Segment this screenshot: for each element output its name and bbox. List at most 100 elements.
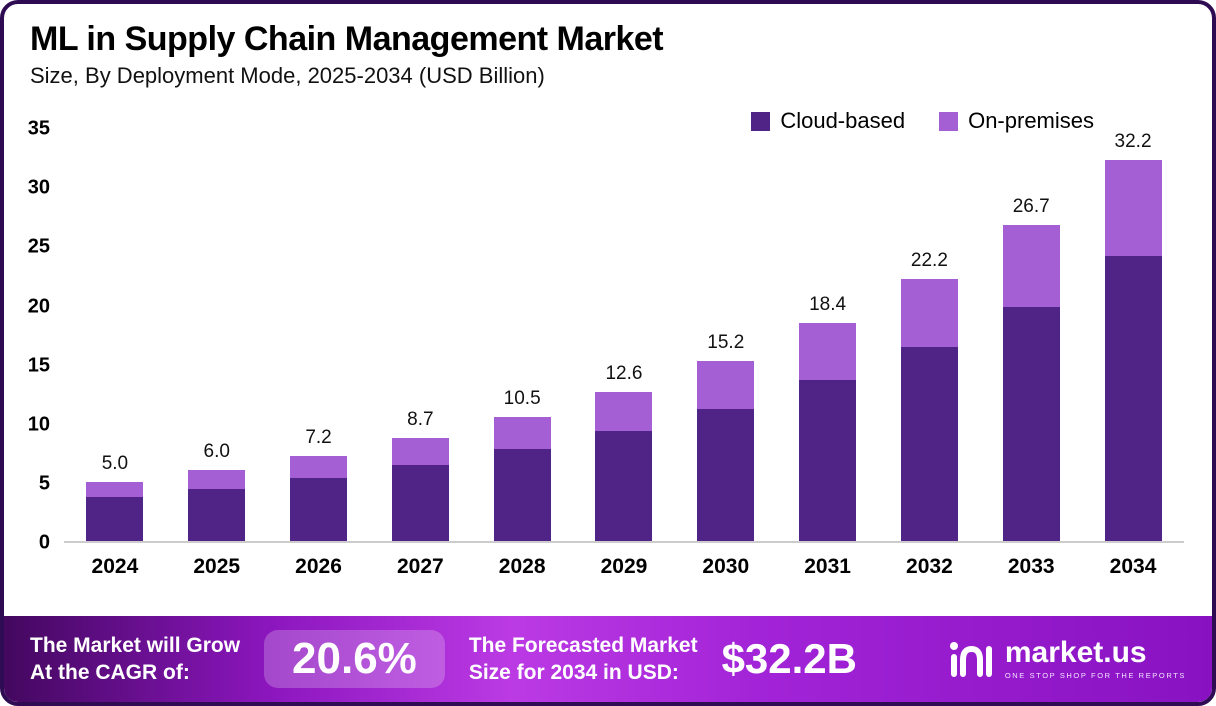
chart-header: ML in Supply Chain Management Market Siz… (4, 4, 1212, 89)
bar-total-label: 6.0 (203, 441, 230, 463)
stacked-bar (188, 470, 246, 542)
bar-segment-cloud-based (86, 497, 144, 542)
bar-total-label: 7.2 (305, 426, 332, 448)
stacked-bar (1002, 225, 1060, 542)
legend-label-on-premises: On-premises (968, 108, 1094, 133)
y-tick-label: 25 (27, 235, 50, 258)
stacked-bar (391, 438, 449, 542)
stacked-bar (290, 455, 348, 542)
bar-total-label: 15.2 (707, 332, 745, 354)
bar-total-label: 12.6 (605, 363, 643, 385)
bar-segment-on-premises (391, 438, 449, 466)
bar-column: 10.5 (471, 387, 573, 542)
stacked-bar (86, 481, 144, 542)
bar-segment-cloud-based (595, 431, 653, 542)
bar-segment-on-premises (595, 392, 653, 432)
x-tick-label: 2029 (600, 555, 648, 579)
brand-logo: market.us One Stop Shop for the Reports (947, 638, 1186, 680)
y-tick-label: 10 (27, 413, 50, 436)
bar-segment-on-premises (188, 470, 246, 490)
bar-total-label: 5.0 (101, 452, 129, 474)
y-tick-label: 20 (27, 295, 50, 318)
bar-column: 32.2 (1082, 131, 1184, 542)
forecast-label: The Forecasted Market Size for 2034 in U… (469, 632, 698, 687)
bar-segment-cloud-based (799, 380, 857, 542)
forecast-label-line2: Size for 2034 in USD: (468, 661, 679, 684)
stacked-bar (595, 392, 653, 542)
bar-total-label: 18.4 (809, 294, 847, 316)
bar-segment-cloud-based (1002, 306, 1060, 542)
stacked-bar (799, 323, 857, 542)
y-tick-label: 15 (27, 354, 50, 377)
bar-total-label: 32.2 (1114, 131, 1152, 153)
cagr-value: 20.6% (264, 630, 445, 688)
x-tick-label: 2032 (906, 555, 953, 579)
x-tick-label: 2034 (1109, 555, 1157, 579)
x-tick-label: 2025 (193, 555, 241, 579)
bar-column: 7.2 (268, 426, 370, 542)
y-tick-label: 0 (38, 531, 50, 554)
forecast-label-line1: The Forecasted Market (468, 633, 698, 657)
legend-swatch-on-premises (939, 111, 959, 131)
bar-total-label: 22.2 (910, 249, 948, 271)
bar-column: 15.2 (675, 332, 777, 542)
bar-total-label: 8.7 (407, 409, 434, 431)
bar-column: 22.2 (879, 250, 981, 542)
bar-segment-on-premises (1104, 160, 1162, 257)
legend-swatch-cloud-based (751, 111, 771, 131)
bar-segment-cloud-based (391, 465, 449, 542)
brand-text: market.us One Stop Shop for the Reports (1005, 638, 1186, 680)
bar-segment-cloud-based (1104, 256, 1162, 542)
forecast-value: $32.2B (721, 635, 857, 682)
bar-column: 8.7 (369, 409, 471, 542)
brand-tagline: One Stop Shop for the Reports (1004, 671, 1186, 681)
market-us-logo-icon (949, 642, 992, 677)
chart-title: ML in Supply Chain Management Market (30, 20, 664, 58)
bar-column: 26.7 (980, 196, 1082, 542)
brand-name: market.us (1004, 636, 1147, 670)
cagr-label-line1: The Market will Grow (30, 633, 241, 657)
plot-area: 5.0 6.0 7.2 8.7 10.5 12.6 15.2 18.4 22.2 26.7 32.2 (64, 129, 1184, 544)
bar-segment-on-premises (290, 455, 348, 479)
stacked-bar (697, 361, 755, 542)
bar-segment-on-premises (697, 361, 755, 409)
y-tick-label: 5 (38, 472, 50, 495)
chart-subtitle: Size, By Deployment Mode, 2025-2034 (USD… (30, 63, 545, 89)
bar-segment-cloud-based (697, 408, 755, 542)
bar-segment-on-premises (799, 323, 857, 381)
bar-segment-cloud-based (188, 489, 246, 542)
bar-segment-cloud-based (290, 478, 348, 542)
x-tick-label: 2028 (498, 555, 546, 579)
bar-segment-on-premises (86, 481, 144, 498)
chart-body: 0 5 10 15 20 25 30 35 5.0 6.0 7.2 8.7 10.5 12.6 15.2 1… (4, 118, 1212, 554)
legend-item-on-premises: On-premises (939, 108, 1094, 134)
x-axis: 2024 2025 2026 2027 2028 2029 2030 2031 2032 2033… (64, 555, 1184, 579)
x-tick-label: 2033 (1007, 555, 1055, 579)
stacked-bar (900, 278, 958, 542)
bar-column: 5.0 (64, 452, 166, 542)
y-tick-label: 30 (27, 176, 50, 199)
x-tick-label: 2030 (702, 555, 750, 579)
y-axis: 0 5 10 15 20 25 30 35 (4, 118, 64, 554)
bar-column: 6.0 (166, 441, 268, 542)
footer-banner: The Market will Grow At the CAGR of: 20.… (4, 616, 1212, 702)
stacked-bar (493, 416, 551, 542)
legend-item-cloud-based: Cloud-based (751, 108, 905, 134)
bar-total-label: 26.7 (1012, 196, 1050, 218)
legend-label-cloud-based: Cloud-based (780, 108, 906, 133)
bar-segment-on-premises (900, 278, 958, 348)
stacked-bar (1104, 160, 1162, 542)
bar-column: 18.4 (777, 294, 879, 542)
x-tick-label: 2027 (396, 555, 444, 579)
y-tick-label: 35 (27, 117, 50, 140)
bar-segment-on-premises (1002, 225, 1060, 307)
x-tick-label: 2024 (91, 555, 139, 579)
bar-total-label: 10.5 (503, 387, 541, 409)
cagr-label: The Market will Grow At the CAGR of: (30, 632, 240, 687)
bar-column: 12.6 (573, 363, 675, 542)
x-tick-label: 2026 (295, 555, 342, 579)
cagr-label-line2: At the CAGR of: (30, 661, 190, 684)
bar-segment-on-premises (493, 416, 551, 449)
bar-segment-cloud-based (493, 448, 551, 542)
